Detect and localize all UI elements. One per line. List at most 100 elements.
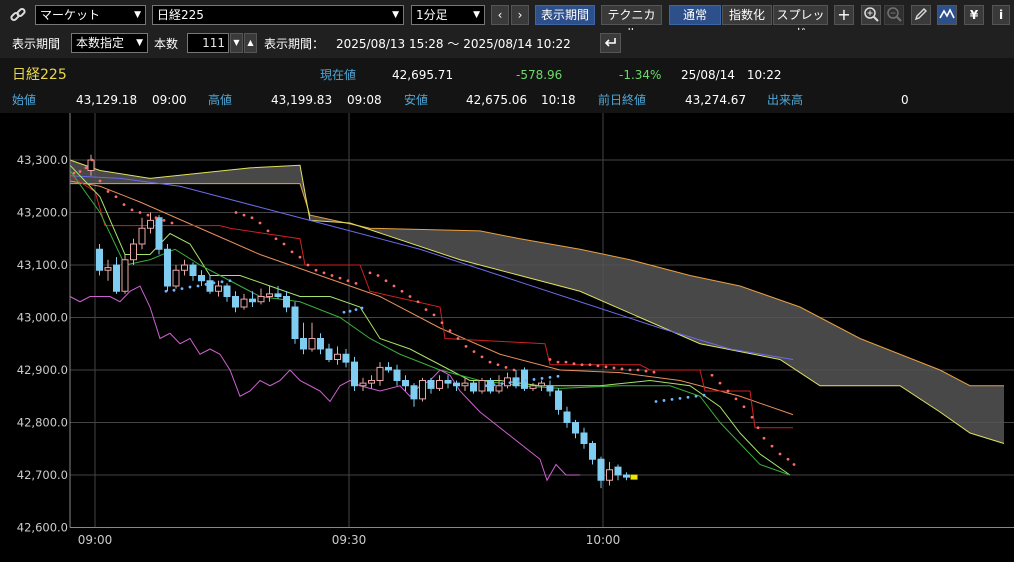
price-chart[interactable]: 43,300.0 43,200.0 43,100.0 43,000.0 42,900.0… <box>0 113 1014 562</box>
link-icon[interactable] <box>8 5 30 25</box>
plus-icon[interactable]: + <box>834 5 854 25</box>
psar-dot <box>360 306 364 310</box>
candle-down <box>597 458 605 481</box>
psar-dot <box>604 365 608 369</box>
index-button[interactable]: 指数化 <box>722 5 772 25</box>
candle-up <box>240 298 248 308</box>
normal-button[interactable]: 通常 <box>669 5 721 25</box>
pencil-icon[interactable] <box>911 5 931 25</box>
zoom-out-icon[interactable] <box>884 5 904 25</box>
psar-dot <box>778 452 782 456</box>
psar-dot <box>282 242 286 246</box>
psar-dot <box>620 367 624 371</box>
return-icon[interactable] <box>600 33 621 53</box>
high-time: 09:08 <box>347 93 382 107</box>
psar-dot <box>212 281 216 285</box>
long-ma-line <box>69 175 794 360</box>
psar-dot <box>596 364 600 368</box>
psar-dot <box>384 279 388 283</box>
candle-down <box>113 264 120 292</box>
psar-dot <box>234 211 238 214</box>
candle-down <box>317 338 324 350</box>
psar-dot <box>524 379 528 382</box>
candle-up <box>436 380 443 389</box>
prev-button[interactable]: ‹ <box>491 5 509 25</box>
psar-dot <box>678 396 682 400</box>
psar-dot <box>694 394 698 398</box>
psar-dot <box>786 457 790 461</box>
current-price-marker <box>630 474 638 480</box>
candle-up <box>461 382 469 387</box>
psar-dot <box>346 279 350 283</box>
psar-dot <box>580 363 584 367</box>
y-tick-label: 42,600.0 <box>17 521 68 535</box>
psar-dot <box>266 229 270 233</box>
psar-dot <box>480 355 484 359</box>
psar-dot <box>416 300 420 304</box>
candle-down <box>351 361 358 387</box>
candle-up <box>87 159 95 171</box>
count-down-icon[interactable]: ▼ <box>230 33 243 53</box>
psar-dot <box>556 360 560 364</box>
yen-icon[interactable]: ¥ <box>964 5 984 25</box>
candle-down <box>555 390 562 410</box>
display-period-button[interactable]: 表示期間 <box>535 5 595 25</box>
interval-select[interactable]: 1分足 ▼ <box>411 5 485 25</box>
candle-up <box>606 469 613 481</box>
psar-dot <box>78 170 82 173</box>
next-button[interactable]: › <box>511 5 529 25</box>
chart-tool-icon[interactable] <box>937 5 957 25</box>
psar-dot <box>448 329 452 333</box>
psar-dot <box>146 213 150 217</box>
count-input[interactable]: 111 <box>187 33 229 53</box>
psar-dot <box>258 221 262 225</box>
candle-up <box>376 366 384 381</box>
psar-dot <box>228 279 232 283</box>
period-toolbar: 表示期間 本数指定 ▼ 本数 111 ▼ ▲ 表示期間： 2025/08/13 1… <box>0 30 1014 58</box>
psar-dot <box>204 283 208 286</box>
main-toolbar: マーケット ▼ 日経225 ▼ 1分足 ▼ ‹ › 表示期間 テクニカル 通常 指数化… <box>0 0 1014 40</box>
period-mode-select[interactable]: 本数指定 ▼ <box>71 33 148 53</box>
candle-down <box>232 296 239 308</box>
symbol-select[interactable]: 日経225 ▼ <box>152 5 404 25</box>
y-tick-label: 42,700.0 <box>17 468 68 482</box>
range-label: 表示期間： <box>264 37 325 51</box>
psar-dot <box>572 362 576 366</box>
psar-dot <box>338 276 342 280</box>
psar-dot <box>726 389 730 393</box>
candle-down <box>589 443 596 460</box>
low-time: 10:18 <box>541 93 576 107</box>
psar-dot <box>488 360 492 364</box>
candle-up <box>529 385 537 389</box>
market-select[interactable]: マーケット ▼ <box>35 5 146 25</box>
technical-button[interactable]: テクニカル <box>601 5 662 40</box>
mid-ma-line <box>69 180 794 416</box>
y-tick-label: 42,800.0 <box>17 416 68 430</box>
psar-dot <box>512 368 516 372</box>
candle-down <box>427 380 435 389</box>
psar-dot <box>342 310 346 314</box>
y-tick-label: 43,300.0 <box>17 153 68 167</box>
psar-dot <box>196 284 200 288</box>
psar-dot <box>180 287 184 291</box>
count-up-icon[interactable]: ▲ <box>244 33 257 53</box>
zoom-in-icon[interactable] <box>861 5 881 25</box>
info-icon[interactable]: i <box>992 5 1010 25</box>
psar-dot <box>306 263 310 267</box>
psar-dot <box>330 274 334 277</box>
candle-up <box>538 382 545 387</box>
candle-down <box>410 385 418 400</box>
candle-down <box>393 369 401 381</box>
psar-dot <box>532 378 536 381</box>
candle-down <box>614 466 622 476</box>
psar-dot <box>122 203 126 207</box>
candle-up <box>215 285 222 292</box>
volume-label: 出来高 <box>767 93 804 107</box>
volume-value: 0 <box>901 93 909 107</box>
spread-button[interactable]: スプレッド <box>773 5 828 40</box>
psar-dot <box>440 321 444 325</box>
candle-down <box>521 369 528 389</box>
psar-dot <box>662 399 666 402</box>
candle-down <box>563 411 571 423</box>
psar-dot <box>652 370 656 374</box>
